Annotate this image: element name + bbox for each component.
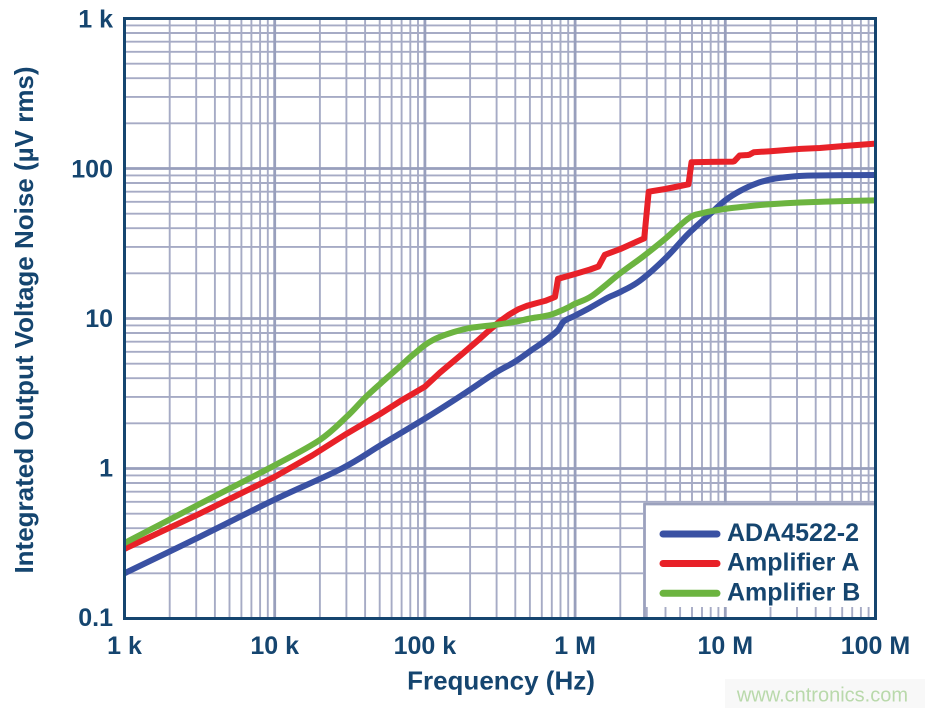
svg-text:Amplifier A: Amplifier A [727, 549, 859, 577]
svg-text:10 M: 10 M [698, 632, 754, 660]
svg-text:1: 1 [99, 455, 113, 483]
svg-text:www.cntronics.com: www.cntronics.com [736, 685, 908, 707]
svg-text:100 M: 100 M [841, 632, 910, 660]
svg-text:Integrated Output Voltage Nois: Integrated Output Voltage Noise (µV rms) [9, 66, 39, 573]
svg-text:10: 10 [85, 305, 113, 333]
svg-text:Frequency (Hz): Frequency (Hz) [407, 666, 595, 696]
svg-text:ADA4522-2: ADA4522-2 [727, 519, 859, 547]
svg-text:1 k: 1 k [107, 632, 142, 660]
svg-text:100 k: 100 k [394, 632, 457, 660]
svg-text:1 M: 1 M [554, 632, 596, 660]
svg-text:100: 100 [71, 156, 113, 184]
svg-text:10 k: 10 k [250, 632, 299, 660]
svg-text:1 k: 1 k [78, 6, 113, 34]
svg-text:Amplifier B: Amplifier B [727, 579, 860, 607]
svg-text:0.1: 0.1 [78, 604, 113, 632]
